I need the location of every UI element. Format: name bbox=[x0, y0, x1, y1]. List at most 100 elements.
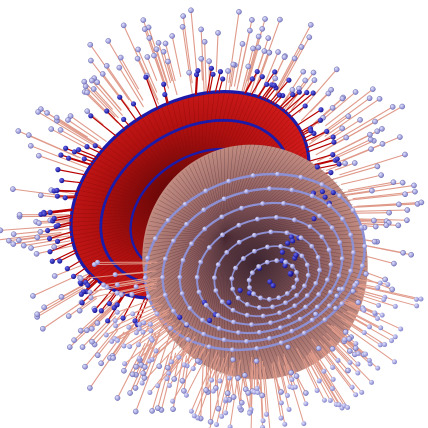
outer-node bbox=[358, 117, 363, 122]
ring-node bbox=[287, 314, 292, 319]
ring-node bbox=[317, 214, 322, 219]
blue-node bbox=[277, 92, 282, 97]
outer-node bbox=[242, 373, 247, 378]
front-node bbox=[227, 375, 232, 380]
ring-node bbox=[310, 318, 315, 323]
ring-node bbox=[270, 305, 275, 310]
outer-node bbox=[249, 17, 254, 22]
outer-node bbox=[334, 293, 339, 298]
blue-node bbox=[272, 83, 277, 88]
outer-node bbox=[294, 373, 299, 378]
blue-node bbox=[80, 300, 85, 305]
front-node bbox=[414, 303, 419, 308]
ring-node bbox=[283, 260, 288, 265]
blue-node bbox=[52, 216, 57, 221]
blue-node bbox=[218, 69, 223, 74]
outer-node bbox=[207, 59, 212, 64]
front-node bbox=[224, 397, 229, 402]
front-node bbox=[356, 362, 361, 367]
outer-node bbox=[203, 388, 208, 393]
blue-node bbox=[105, 318, 110, 323]
outer-node bbox=[170, 407, 175, 412]
outer-node bbox=[142, 364, 147, 369]
outer-node bbox=[369, 188, 374, 193]
front-node bbox=[129, 292, 134, 297]
outer-spoke bbox=[335, 144, 382, 163]
front-node bbox=[119, 292, 124, 297]
front-node bbox=[301, 421, 306, 426]
blue-node bbox=[50, 259, 55, 264]
ring-node bbox=[337, 193, 342, 198]
blue-node bbox=[290, 238, 295, 243]
front-node bbox=[147, 359, 152, 364]
outer-node bbox=[6, 238, 11, 243]
ring-node bbox=[254, 346, 259, 351]
outer-node bbox=[230, 357, 235, 362]
outer-node bbox=[145, 54, 150, 59]
blue-node bbox=[260, 74, 265, 79]
front-node bbox=[350, 385, 355, 390]
outer-node bbox=[141, 18, 146, 23]
outer-node bbox=[216, 406, 221, 411]
outer-node bbox=[21, 243, 26, 248]
front-node bbox=[348, 360, 353, 365]
outer-node bbox=[11, 241, 16, 246]
blue-node bbox=[210, 72, 215, 77]
outer-node bbox=[28, 245, 33, 250]
front-node bbox=[130, 311, 135, 316]
outer-node bbox=[142, 375, 147, 380]
outer-node bbox=[350, 289, 355, 294]
front-node bbox=[414, 297, 419, 302]
outer-node bbox=[199, 56, 204, 61]
ring-node bbox=[281, 201, 286, 206]
ring-node bbox=[340, 287, 345, 292]
outer-node bbox=[84, 328, 89, 333]
outer-node bbox=[49, 126, 54, 131]
ring-node bbox=[274, 215, 279, 220]
front-node bbox=[137, 356, 142, 361]
outer-node bbox=[156, 40, 161, 45]
front-node bbox=[169, 359, 174, 364]
ring-node bbox=[244, 339, 249, 344]
blue-node bbox=[220, 76, 225, 81]
blue-node bbox=[54, 188, 59, 193]
outer-node bbox=[290, 87, 295, 92]
front-node bbox=[380, 313, 385, 318]
outer-node bbox=[333, 306, 338, 311]
front-node bbox=[337, 402, 342, 407]
ring-node bbox=[187, 306, 192, 311]
outer-node bbox=[402, 152, 407, 157]
outer-node bbox=[353, 346, 358, 351]
front-node bbox=[113, 318, 118, 323]
blue-node bbox=[195, 68, 200, 73]
ring-node bbox=[294, 277, 299, 282]
outer-node bbox=[313, 311, 318, 316]
ring-node bbox=[274, 258, 279, 263]
outer-node bbox=[403, 192, 408, 197]
outer-node bbox=[246, 64, 251, 69]
outer-node bbox=[95, 80, 100, 85]
ring-node bbox=[177, 275, 182, 280]
outer-node bbox=[343, 161, 348, 166]
outer-node bbox=[256, 45, 261, 50]
outer-node bbox=[266, 36, 271, 41]
front-node bbox=[375, 366, 380, 371]
ring-node bbox=[267, 336, 272, 341]
ring-node bbox=[213, 288, 218, 293]
ring-node bbox=[251, 291, 256, 296]
outer-node bbox=[161, 49, 166, 54]
ring-node bbox=[257, 305, 262, 310]
ring-node bbox=[275, 172, 280, 177]
front-node bbox=[209, 378, 214, 383]
front-node bbox=[359, 390, 364, 395]
ring-node bbox=[351, 250, 356, 255]
outer-node bbox=[87, 385, 92, 390]
outer-node bbox=[285, 344, 290, 349]
blue-node bbox=[82, 156, 87, 161]
outer-node bbox=[36, 221, 41, 226]
outer-node bbox=[187, 70, 192, 75]
outer-node bbox=[34, 251, 39, 256]
ring-node bbox=[219, 214, 224, 219]
front-node bbox=[398, 326, 403, 331]
front-node bbox=[361, 308, 366, 313]
